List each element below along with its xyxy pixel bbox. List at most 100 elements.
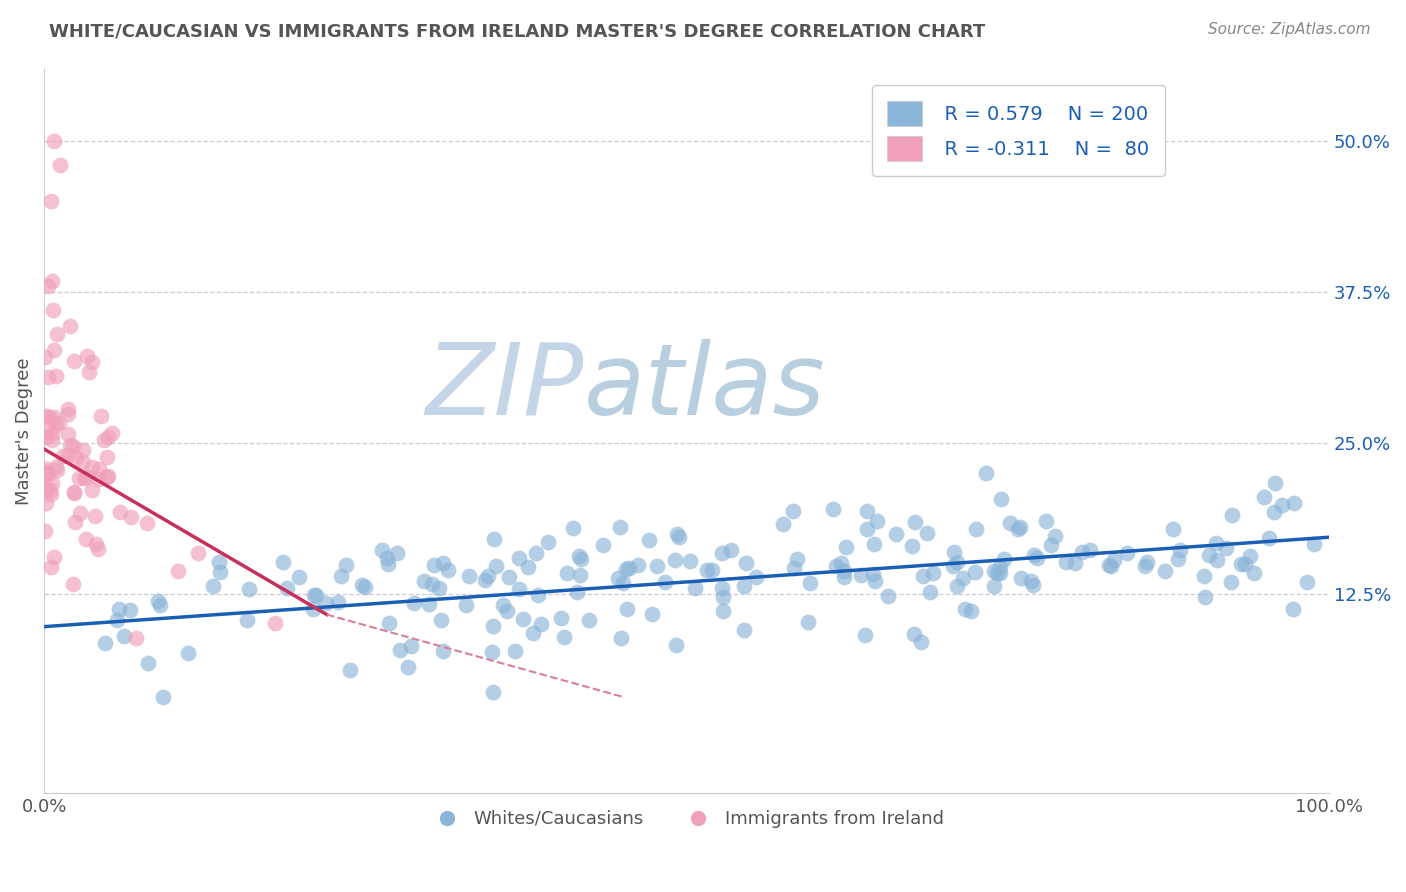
Point (1007, 522, 1029, 536)
Point (101, 425, 124, 440)
Point (80, 483, 103, 498)
Text: WHITE/CAUCASIAN VS IMMIGRANTS FROM IRELAND MASTER'S DEGREE CORRELATION CHART: WHITE/CAUCASIAN VS IMMIGRANTS FROM IRELA… (49, 22, 986, 40)
Point (401, 639, 423, 653)
Point (638, 533, 661, 548)
Point (149, 598, 172, 612)
Point (35, 465, 58, 479)
Point (904, 516, 927, 530)
Point (645, 558, 668, 573)
Point (853, 627, 876, 641)
Point (1257, 531, 1279, 545)
Point (942, 559, 965, 574)
Point (1043, 528, 1066, 542)
Point (288, 570, 311, 584)
Point (209, 565, 232, 579)
Point (120, 510, 142, 524)
Point (79, 365, 101, 379)
Point (35, 482, 58, 496)
Point (1281, 602, 1303, 616)
Point (988, 566, 1011, 580)
Point (37, 279, 59, 293)
Point (920, 584, 942, 599)
Point (432, 556, 454, 570)
Point (276, 581, 298, 595)
Point (1035, 514, 1057, 528)
Point (1070, 545, 1092, 559)
Point (797, 615, 820, 629)
Point (458, 569, 481, 583)
Point (59, 318, 82, 333)
Point (711, 581, 734, 595)
Point (851, 568, 873, 582)
Point (118, 603, 141, 617)
Point (34, 524, 56, 538)
Point (664, 553, 686, 567)
Point (866, 514, 889, 528)
Point (437, 563, 460, 577)
Point (733, 623, 755, 637)
Point (97, 430, 120, 444)
Point (388, 643, 411, 657)
Point (553, 631, 575, 645)
Point (39, 194, 62, 209)
Point (952, 571, 974, 585)
Point (1102, 553, 1125, 567)
Point (832, 570, 855, 584)
Point (38, 422, 60, 436)
Point (863, 537, 886, 551)
Point (877, 589, 900, 603)
Point (63, 484, 86, 499)
Point (208, 555, 231, 569)
Point (35, 462, 58, 476)
Point (86, 541, 108, 556)
Point (665, 639, 688, 653)
Point (201, 579, 224, 593)
Point (953, 601, 976, 615)
Point (45, 463, 67, 477)
Point (80, 355, 103, 369)
Point (45, 418, 67, 433)
Point (76, 469, 98, 483)
Point (745, 570, 768, 584)
Point (668, 530, 690, 544)
Point (679, 553, 702, 567)
Point (42, 550, 65, 565)
Point (41, 426, 63, 441)
Point (696, 563, 718, 577)
Point (76, 349, 98, 363)
Point (983, 565, 1005, 579)
Point (110, 505, 132, 519)
Point (527, 588, 550, 602)
Point (335, 558, 357, 572)
Point (562, 521, 585, 535)
Point (402, 596, 425, 610)
Point (915, 525, 938, 540)
Point (302, 588, 325, 602)
Point (614, 562, 637, 576)
Point (1133, 558, 1156, 573)
Point (990, 559, 1012, 574)
Point (238, 582, 260, 596)
Y-axis label: Master's Degree: Master's Degree (15, 357, 32, 505)
Point (90, 409, 112, 424)
Point (38, 410, 60, 425)
Point (1167, 551, 1189, 566)
Point (901, 539, 924, 553)
Point (720, 543, 742, 558)
Point (96, 450, 118, 464)
Point (167, 565, 190, 579)
Point (72, 443, 94, 458)
Point (666, 527, 689, 541)
Point (830, 556, 852, 570)
Point (910, 634, 932, 648)
Point (58, 448, 80, 462)
Point (862, 567, 884, 582)
Point (420, 577, 443, 591)
Point (396, 659, 419, 673)
Point (965, 566, 987, 580)
Point (56, 427, 79, 442)
Point (1019, 574, 1042, 588)
Point (569, 552, 592, 566)
Point (34, 351, 56, 365)
Point (1154, 564, 1177, 578)
